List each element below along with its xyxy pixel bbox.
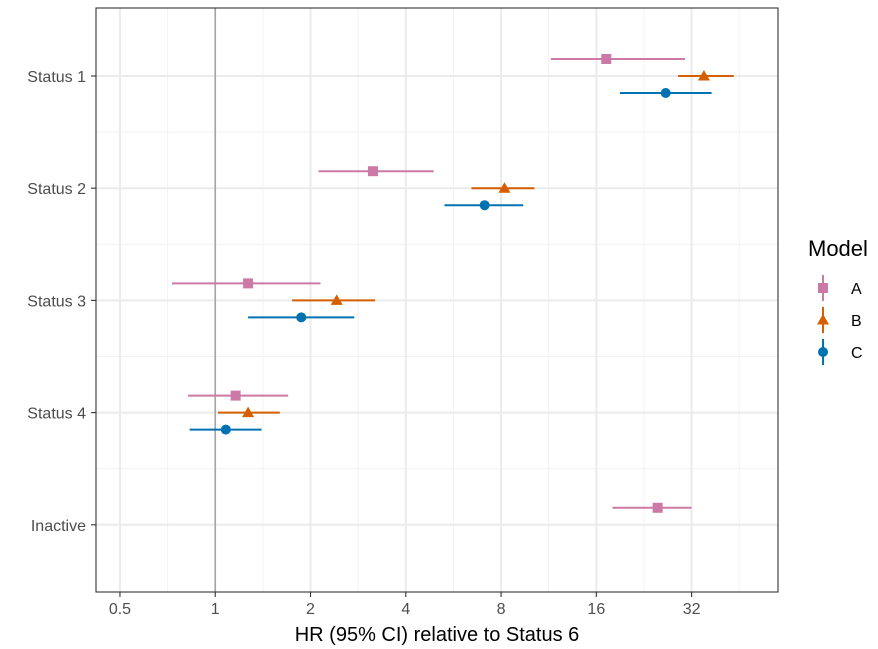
x-tick-label: 8 — [497, 601, 506, 618]
point-estimate — [661, 88, 671, 98]
x-tick-label: 2 — [306, 601, 315, 618]
y-tick-label: Status 3 — [27, 293, 86, 310]
legend-title: Model — [808, 236, 868, 261]
point-estimate — [221, 425, 231, 435]
x-tick-label: 1 — [211, 601, 220, 618]
legend-label: B — [851, 313, 862, 330]
point-estimate — [296, 312, 306, 322]
legend-key-marker — [818, 283, 828, 293]
x-tick-label: 16 — [587, 601, 605, 618]
x-tick-label: 0.5 — [109, 601, 131, 618]
point-estimate — [231, 391, 241, 401]
point-estimate — [653, 503, 663, 513]
legend-label: A — [851, 281, 862, 298]
legend-key-marker — [818, 347, 828, 357]
point-estimate — [243, 278, 253, 288]
x-axis-title: HR (95% CI) relative to Status 6 — [295, 624, 580, 646]
y-tick-label: Inactive — [31, 518, 86, 535]
point-estimate — [368, 166, 378, 176]
x-tick-label: 4 — [401, 601, 410, 618]
point-estimate — [480, 200, 490, 210]
point-estimate — [601, 54, 611, 64]
y-tick-label: Status 1 — [27, 69, 86, 86]
legend-label: C — [851, 345, 863, 362]
y-tick-label: Status 2 — [27, 181, 86, 198]
y-tick-label: Status 4 — [27, 406, 86, 423]
x-tick-label: 32 — [683, 601, 701, 618]
